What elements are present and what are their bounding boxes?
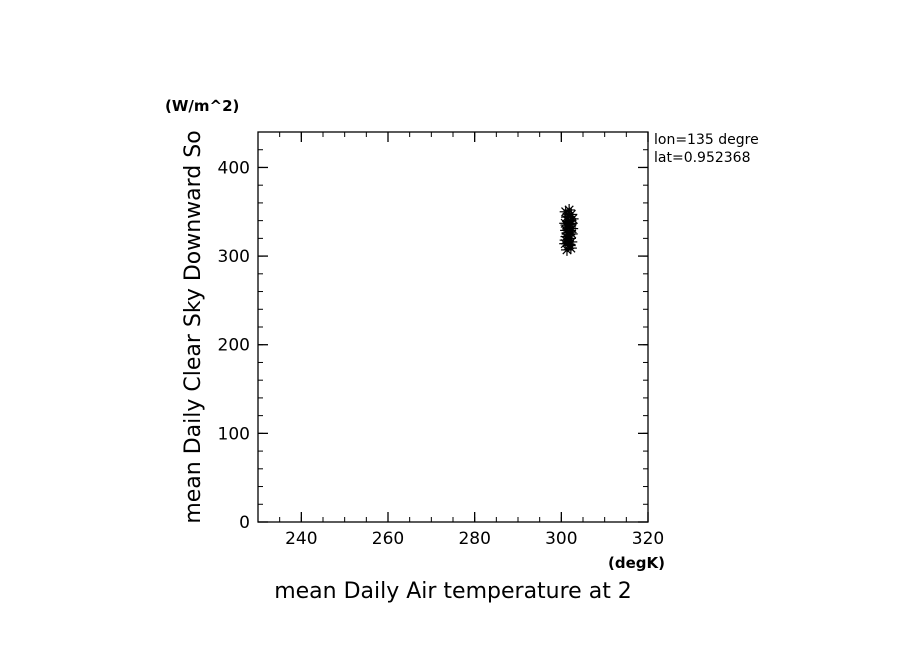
x-tick-label: 260 bbox=[372, 529, 404, 549]
lat-annotation: lat=0.952368 bbox=[654, 150, 751, 166]
x-tick-label: 240 bbox=[285, 529, 317, 549]
y-tick-label: 100 bbox=[218, 424, 250, 444]
data-point bbox=[563, 238, 576, 251]
y-tick-label: 200 bbox=[218, 336, 250, 356]
axis-ticks: 240 260 280 300 320 0 100 200 300 400 bbox=[218, 131, 664, 549]
data-point bbox=[561, 227, 574, 240]
x-axis-unit: (degK) bbox=[608, 554, 665, 572]
y-axis-title: mean Daily Clear Sky Downward So bbox=[181, 130, 206, 523]
x-tick-label: 300 bbox=[545, 529, 577, 549]
plot-frame bbox=[257, 131, 649, 523]
data-points bbox=[559, 204, 579, 256]
y-tick-label: 400 bbox=[218, 158, 250, 178]
y-axis-unit: (W/m^2) bbox=[165, 97, 239, 115]
x-tick-label: 320 bbox=[632, 529, 664, 549]
x-axis-title: mean Daily Air temperature at 2 bbox=[274, 579, 632, 604]
y-tick-label: 300 bbox=[218, 247, 250, 267]
lon-annotation: lon=135 degre bbox=[654, 132, 759, 148]
data-point bbox=[565, 217, 578, 230]
x-tick-label: 280 bbox=[458, 529, 490, 549]
y-tick-label: 0 bbox=[239, 513, 250, 533]
